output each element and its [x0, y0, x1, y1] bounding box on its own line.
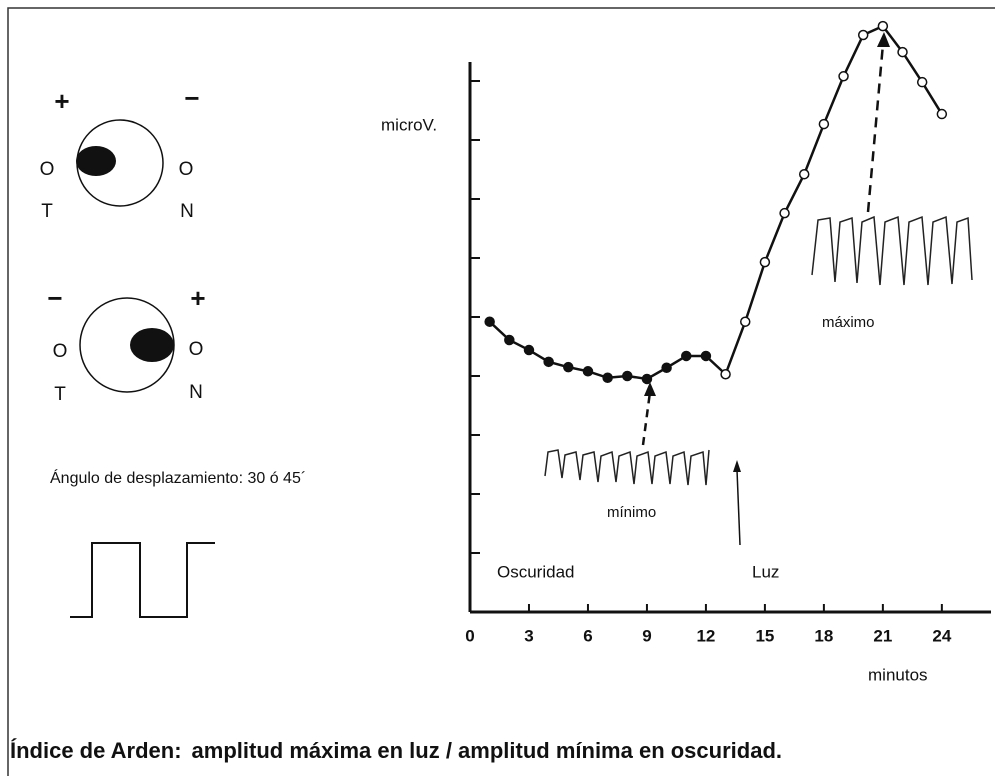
figure: + − O O T N − + O O T N Ángulo de despla…: [0, 0, 995, 776]
x-tick-label: 3: [524, 626, 533, 645]
point: [918, 78, 927, 87]
annotation: Luz: [752, 562, 779, 581]
x-tick-label: 9: [642, 626, 651, 645]
point: [623, 372, 632, 381]
sign: −: [184, 83, 199, 113]
arrow: [643, 392, 650, 445]
annotation: máximo: [822, 314, 875, 331]
angle-text: Ángulo de desplazamiento: 30 ó 45´: [50, 468, 306, 487]
point: [564, 363, 573, 372]
x-axis-label: minutos: [868, 665, 928, 684]
arrowhead: [733, 460, 741, 472]
arrow: [737, 470, 740, 545]
electrode: O: [189, 339, 204, 360]
side-label: T: [54, 384, 66, 405]
y-axis-label: microV.: [381, 115, 437, 134]
point: [544, 357, 553, 366]
electrode: O: [40, 159, 55, 180]
point: [878, 22, 887, 31]
annotation: mínimo: [607, 504, 656, 521]
arrowhead: [644, 382, 656, 396]
side-label: T: [41, 201, 53, 222]
annotation: Oscuridad: [497, 562, 574, 581]
point: [780, 209, 789, 218]
x-tick-label: 24: [932, 626, 951, 645]
point: [760, 258, 769, 267]
x-tick-label: 18: [814, 626, 833, 645]
frame: [8, 8, 995, 776]
point: [741, 317, 750, 326]
point: [583, 367, 592, 376]
eog-trace: [545, 450, 709, 485]
footer-term: Índice de Arden:: [10, 738, 182, 763]
cornea: [76, 146, 116, 176]
point: [800, 170, 809, 179]
point: [839, 72, 848, 81]
x-tick-label: 0: [465, 626, 474, 645]
side-label: N: [189, 382, 203, 403]
x-tick-label: 15: [755, 626, 774, 645]
point: [937, 110, 946, 119]
eog-trace: [812, 217, 972, 285]
electrode: O: [53, 341, 68, 362]
electrode: O: [179, 159, 194, 180]
x-tick-label: 6: [583, 626, 592, 645]
point: [682, 351, 691, 360]
footer: Índice de Arden: amplitud máxima en luz /…: [10, 738, 782, 763]
point: [662, 363, 671, 372]
footer-text: amplitud máxima en luz / amplitud mínima…: [192, 738, 782, 763]
point: [485, 317, 494, 326]
sign: +: [190, 283, 205, 313]
point: [721, 370, 730, 379]
point: [898, 48, 907, 57]
x-tick-label: 21: [873, 626, 892, 645]
sign: −: [47, 283, 62, 313]
side-label: N: [180, 201, 194, 222]
point: [859, 30, 868, 39]
point: [642, 374, 651, 383]
point: [603, 373, 612, 382]
arrow: [868, 44, 883, 212]
x-tick-label: 12: [696, 626, 715, 645]
point: [701, 351, 710, 360]
square-wave: [70, 543, 215, 617]
cornea: [130, 328, 174, 362]
point: [524, 346, 533, 355]
point: [505, 336, 514, 345]
sign: +: [54, 86, 69, 116]
point: [819, 120, 828, 129]
